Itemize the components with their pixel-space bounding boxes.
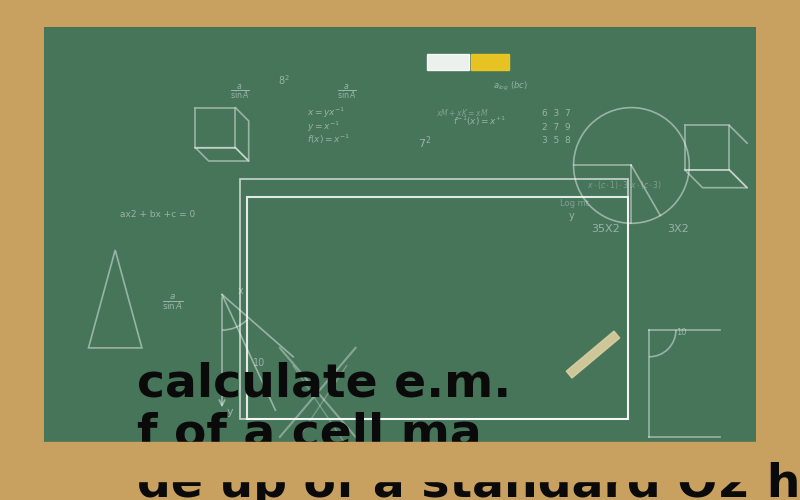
Text: 3X2: 3X2: [667, 224, 689, 234]
Text: x: x: [238, 286, 244, 296]
Text: $f^{-1}(x)=x^{+1}$: $f^{-1}(x)=x^{+1}$: [454, 115, 506, 128]
Text: ax2 + bx +c = 0: ax2 + bx +c = 0: [120, 210, 195, 219]
Text: 3  5  8: 3 5 8: [542, 136, 571, 145]
Text: 2  7  9: 2 7 9: [542, 123, 571, 132]
Text: y: y: [226, 406, 233, 416]
Text: $7^2$: $7^2$: [418, 134, 431, 151]
Text: 10: 10: [676, 328, 686, 336]
Text: $x=yx^{-1}$: $x=yx^{-1}$: [306, 106, 345, 120]
Text: 6  3  7: 6 3 7: [542, 110, 571, 118]
Text: $a_{log}\ (bc)$: $a_{log}\ (bc)$: [494, 80, 528, 92]
Bar: [471, 54, 509, 70]
Text: y: y: [569, 211, 575, 221]
Bar: [426, 54, 470, 70]
Bar: [44, 442, 756, 482]
Text: calculate e.m.
f of a cell ma
de up of a standard O2 half-cell: calculate e.m. f of a cell ma de up of a…: [137, 361, 800, 500]
Bar: [240, 179, 628, 419]
Text: 35X2: 35X2: [591, 224, 620, 234]
Text: $f(x)=x^{-1}$: $f(x)=x^{-1}$: [306, 133, 350, 146]
Text: $xM+xK=xM$: $xM+xK=xM$: [436, 108, 488, 118]
Text: $8^2$: $8^2$: [278, 74, 290, 88]
Text: $\frac{a}{\sin A}$: $\frac{a}{\sin A}$: [162, 294, 184, 314]
Text: $\frac{a}{\sin A}$: $\frac{a}{\sin A}$: [230, 82, 250, 101]
Text: $\frac{a}{\sin A}$: $\frac{a}{\sin A}$: [337, 82, 357, 101]
Bar: [247, 196, 628, 419]
Text: $x\cdot(c\cdot 1)\cdot 3\ x\cdot(c\cdot 3)$: $x\cdot(c\cdot 1)\cdot 3\ x\cdot(c\cdot …: [587, 178, 662, 190]
Text: $y=x^{-1}$: $y=x^{-1}$: [306, 120, 340, 134]
Text: Log mt: Log mt: [560, 198, 589, 207]
Polygon shape: [566, 331, 620, 378]
Bar: [94, 81, 628, 419]
Text: 10: 10: [253, 358, 266, 368]
